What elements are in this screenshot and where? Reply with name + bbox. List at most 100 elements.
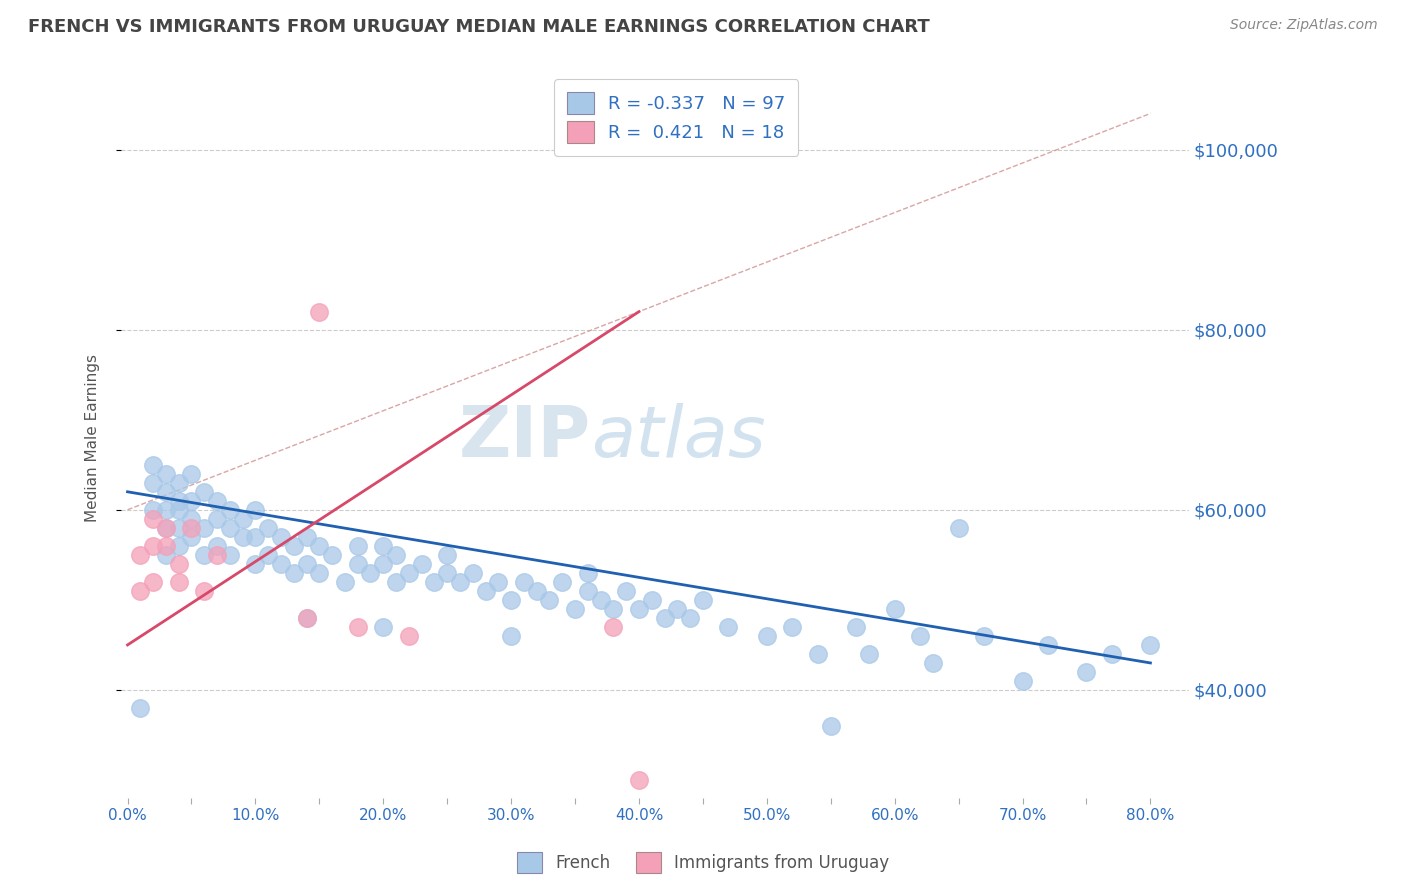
Point [576, 566, 599, 580]
Point [385, 574, 408, 589]
Point [193, 583, 215, 598]
Point [602, 620, 624, 634]
Point [308, 566, 330, 580]
Point [385, 548, 408, 562]
Point [180, 521, 202, 535]
Point [283, 566, 305, 580]
Point [295, 557, 318, 571]
Point [398, 566, 420, 580]
Point [513, 574, 536, 589]
Point [411, 557, 433, 571]
Point [283, 539, 305, 553]
Point [142, 475, 165, 490]
Text: Source: ZipAtlas.com: Source: ZipAtlas.com [1230, 18, 1378, 32]
Point [167, 493, 190, 508]
Point [142, 512, 165, 526]
Point [167, 574, 190, 589]
Point [359, 566, 381, 580]
Point [155, 548, 177, 562]
Point [602, 602, 624, 616]
Point [346, 620, 368, 634]
Point [398, 629, 420, 643]
Point [692, 593, 714, 607]
Point [180, 512, 202, 526]
Point [845, 620, 868, 634]
Point [717, 620, 740, 634]
Point [167, 557, 190, 571]
Point [245, 557, 267, 571]
Point [167, 539, 190, 553]
Point [167, 475, 190, 490]
Point [973, 629, 995, 643]
Point [538, 593, 561, 607]
Point [346, 557, 368, 571]
Point [1011, 673, 1033, 688]
Point [321, 548, 343, 562]
Point [142, 458, 165, 472]
Point [1139, 638, 1161, 652]
Point [205, 493, 228, 508]
Point [1076, 665, 1098, 679]
Point [627, 772, 650, 787]
Point [486, 574, 509, 589]
Y-axis label: Median Male Earnings: Median Male Earnings [86, 354, 100, 522]
Point [155, 521, 177, 535]
Point [308, 539, 330, 553]
Point [922, 656, 945, 670]
Point [782, 620, 804, 634]
Point [295, 611, 318, 625]
Point [373, 620, 395, 634]
Point [501, 593, 523, 607]
Point [218, 548, 240, 562]
Point [270, 557, 292, 571]
Text: atlas: atlas [591, 403, 765, 472]
Point [501, 629, 523, 643]
Point [461, 566, 484, 580]
Point [807, 647, 830, 661]
Point [205, 512, 228, 526]
Point [245, 530, 267, 544]
Point [155, 503, 177, 517]
Legend: French, Immigrants from Uruguay: French, Immigrants from Uruguay [510, 846, 896, 880]
Point [910, 629, 932, 643]
Point [641, 593, 664, 607]
Text: ZIP: ZIP [458, 403, 591, 472]
Point [308, 304, 330, 318]
Point [270, 530, 292, 544]
Point [180, 467, 202, 481]
Point [245, 503, 267, 517]
Point [858, 647, 880, 661]
Point [129, 701, 152, 715]
Point [1036, 638, 1059, 652]
Point [142, 503, 165, 517]
Point [142, 574, 165, 589]
Point [755, 629, 778, 643]
Point [295, 611, 318, 625]
Point [564, 602, 586, 616]
Point [193, 484, 215, 499]
Point [373, 539, 395, 553]
Point [474, 583, 496, 598]
Point [654, 611, 676, 625]
Point [180, 530, 202, 544]
Point [257, 521, 280, 535]
Point [526, 583, 548, 598]
Point [129, 583, 152, 598]
Point [589, 593, 612, 607]
Point [193, 548, 215, 562]
Point [155, 467, 177, 481]
Point [167, 521, 190, 535]
Point [948, 521, 970, 535]
Point [205, 539, 228, 553]
Point [666, 602, 689, 616]
Point [423, 574, 446, 589]
Legend: R = -0.337   N = 97, R =  0.421   N = 18: R = -0.337 N = 97, R = 0.421 N = 18 [554, 79, 799, 156]
Point [205, 548, 228, 562]
Point [129, 548, 152, 562]
Point [155, 521, 177, 535]
Point [883, 602, 905, 616]
Point [180, 493, 202, 508]
Point [820, 719, 842, 733]
Point [333, 574, 356, 589]
Point [167, 503, 190, 517]
